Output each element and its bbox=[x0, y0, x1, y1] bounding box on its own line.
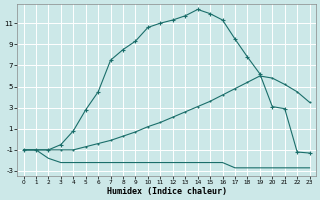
X-axis label: Humidex (Indice chaleur): Humidex (Indice chaleur) bbox=[107, 187, 227, 196]
